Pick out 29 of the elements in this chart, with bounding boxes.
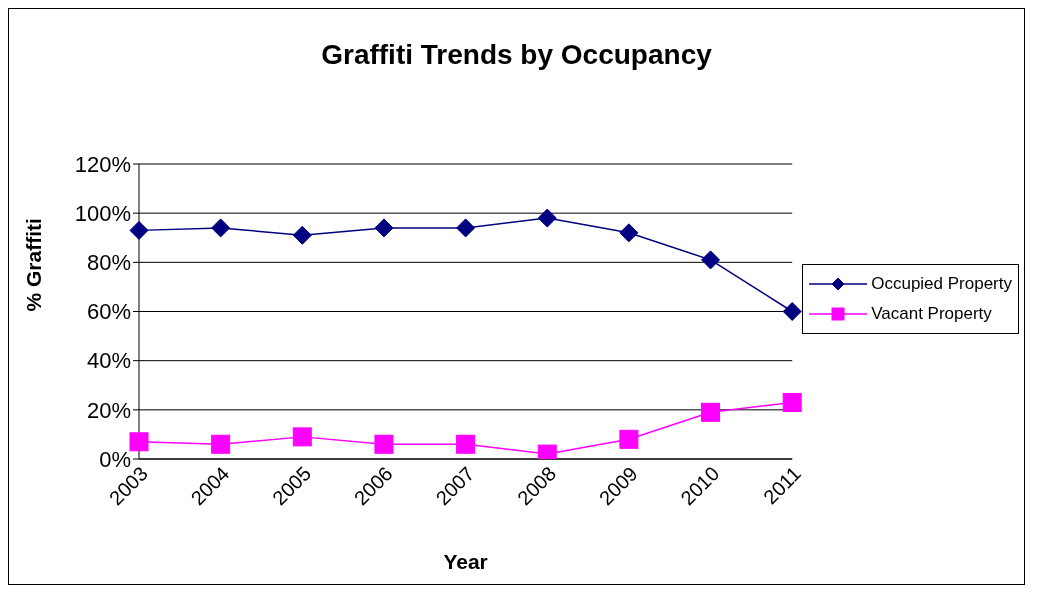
point xyxy=(211,218,231,238)
legend-label: Vacant Property xyxy=(871,304,992,324)
point xyxy=(374,218,394,238)
point xyxy=(456,218,476,238)
point xyxy=(129,220,149,240)
chart-title: Graffiti Trends by Occupancy xyxy=(320,39,713,71)
point xyxy=(619,429,639,449)
point xyxy=(537,208,557,228)
y-tick-label: 60% xyxy=(86,299,131,325)
y-tick-label: 40% xyxy=(86,348,131,374)
point xyxy=(701,402,721,422)
point xyxy=(782,302,802,321)
legend-label: Occupied Property xyxy=(871,274,1012,294)
point xyxy=(782,392,802,412)
y-tick-label: 120% xyxy=(74,151,131,177)
point xyxy=(374,434,394,454)
y-tick-label: 100% xyxy=(74,200,131,226)
point xyxy=(701,250,721,270)
y-tick-label: 0% xyxy=(99,446,131,472)
point xyxy=(211,434,231,454)
y-tick-label: 80% xyxy=(86,250,131,276)
y-axis-title: % Graffiti xyxy=(22,218,46,312)
point xyxy=(456,434,476,454)
x-axis-title: Year xyxy=(443,550,488,573)
point xyxy=(292,225,312,245)
y-tick-label: 20% xyxy=(86,397,131,423)
point xyxy=(619,223,639,243)
point xyxy=(129,432,149,452)
point xyxy=(292,427,312,447)
